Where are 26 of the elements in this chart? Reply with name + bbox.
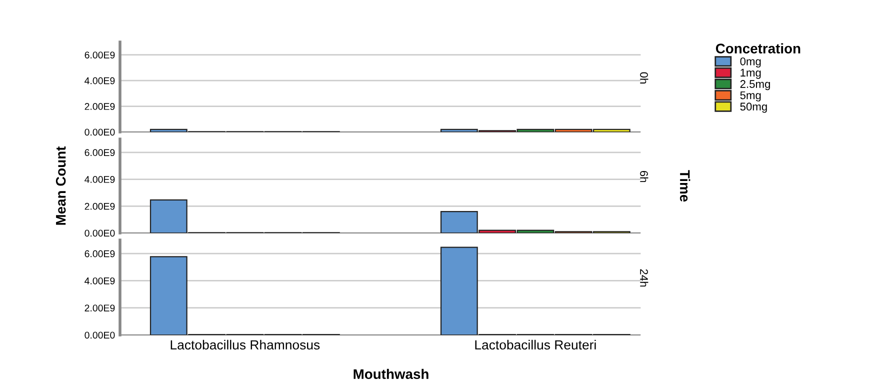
text: 24h [640, 269, 648, 287]
y-tick-label: 2.00E9 [84, 304, 115, 312]
text: 0h [640, 72, 648, 84]
y-tick-label: 6.00E9 [84, 250, 115, 258]
x-axis-title: Mouthwash [354, 368, 428, 380]
x-tick-label: Lactobacillus Reuteri [475, 340, 596, 350]
legend-label: 5mg [740, 91, 761, 102]
y-tick-label: 4.00E9 [84, 77, 115, 84]
y-tick-label: 2.00E9 [84, 103, 115, 110]
y-tick-label: 0.00E0 [84, 332, 115, 339]
y-tick-label: 0.00E0 [84, 128, 115, 136]
y-axis-title: Mean Count [56, 146, 66, 225]
y-tick-label: 4.00E9 [84, 277, 115, 284]
y-tick-label: 6.00E9 [84, 149, 115, 156]
y-tick-label: 2.00E9 [84, 202, 115, 210]
y-tick-label: 4.00E9 [84, 176, 115, 183]
legend-label: 50mg [740, 102, 767, 113]
legend-title: Concetration [716, 43, 800, 54]
legend-label: 0mg [740, 57, 761, 68]
y-tick-label: 6.00E9 [84, 52, 115, 58]
y-tick-label: 0.00E0 [84, 230, 115, 237]
text: 6h [640, 170, 648, 182]
legend-label: 2.5mg [740, 80, 770, 90]
text: Time [680, 170, 690, 202]
legend-label: 1mg [740, 68, 761, 79]
x-tick-label: Lactobacillus Rhamnosus [170, 340, 320, 350]
